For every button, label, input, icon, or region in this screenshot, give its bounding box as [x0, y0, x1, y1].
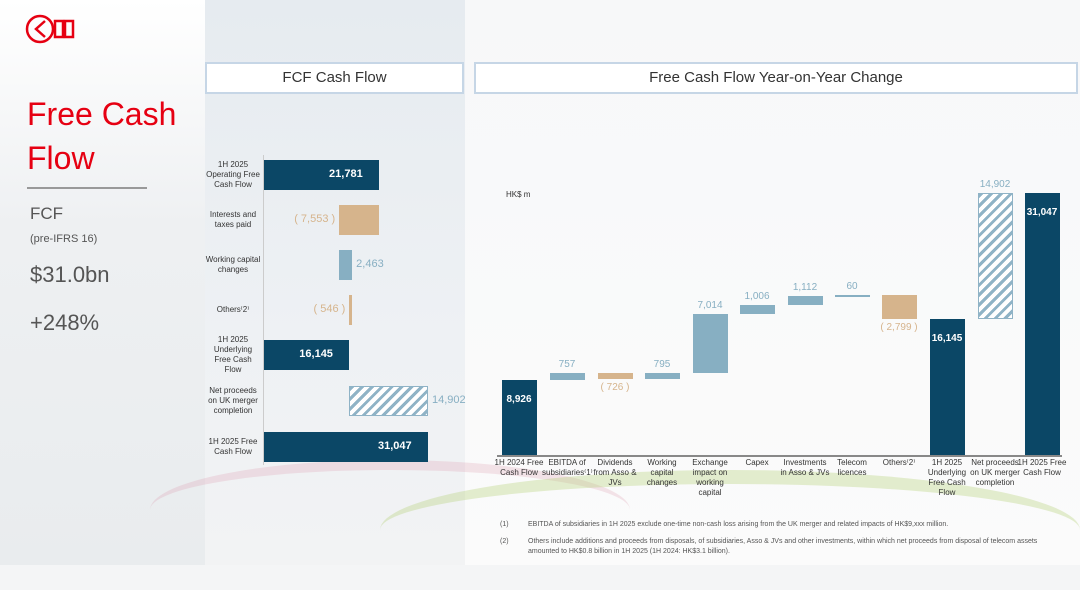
- bar-decrease: [349, 295, 353, 325]
- waterfall-value-label: 16,145: [931, 332, 963, 344]
- value-label: 2,463: [356, 258, 384, 270]
- category-label: Interests and taxes paid: [209, 210, 257, 229]
- waterfall-value-label: 1,112: [792, 281, 818, 293]
- value-label: ( 7,553 ): [294, 213, 336, 225]
- bar-total: [264, 160, 380, 190]
- category-label: 1H 2025 Free Cash Flow: [208, 437, 258, 456]
- waterfall-bar-total: [501, 379, 537, 455]
- left-chart-header: FCF Cash Flow: [205, 62, 464, 94]
- kpi-label: FCF: [30, 204, 64, 223]
- left-chart-axis: [263, 155, 264, 465]
- waterfall-value-label: 8,926: [506, 393, 532, 405]
- waterfall-category-label: Exchange impact on working capital: [692, 458, 728, 497]
- waterfall-category-label: EBITDA of subsidiaries⁽1⁾: [542, 458, 593, 477]
- waterfall-value-label: 7,014: [697, 299, 723, 311]
- waterfall-value-label: ( 726 ): [600, 382, 630, 394]
- waterfall-bar-increase: [739, 305, 775, 314]
- waterfall-category-label: Dividends from Asso & JVs: [593, 458, 637, 487]
- waterfall-value-label: 1,006: [744, 291, 770, 303]
- category-label: Net proceeds on UK merger completion: [208, 386, 258, 415]
- bar-decrease: [339, 205, 380, 235]
- category-label: Others⁽2⁾: [216, 305, 250, 314]
- waterfall-category-label: Others⁽2⁾: [882, 458, 916, 467]
- waterfall-axis: [497, 455, 1062, 457]
- waterfall-bar-increase: [549, 373, 585, 380]
- footnote-number: (1): [500, 521, 509, 528]
- category-label: Working capital changes: [205, 255, 261, 274]
- kpi-sub: (pre-IFRS 16): [30, 233, 98, 245]
- title-line: Flow: [27, 140, 95, 176]
- unit-label: HK$ m: [506, 190, 531, 199]
- footnote-1: (1) EBITDA of subsidiaries in 1H 2025 ex…: [500, 520, 1060, 532]
- waterfall-value-label: 14,902: [979, 179, 1011, 190]
- footnote-2: (2) Others include additions and proceed…: [500, 537, 1060, 557]
- waterfall-category-label: 1H 2024 Free Cash Flow: [494, 458, 544, 477]
- waterfall-bar-increase: [692, 313, 728, 373]
- category-label: 1H 2025 Underlying Free Cash Flow: [213, 335, 253, 374]
- decorative-arc: [150, 460, 630, 560]
- bar-increase: [339, 250, 353, 280]
- kpi-change: +248%: [30, 310, 100, 335]
- bar-total: [264, 340, 350, 370]
- waterfall-bar-increase: [787, 295, 823, 306]
- waterfall-value-label: 795: [653, 358, 671, 370]
- waterfall-category-label: Net proceeds on UK merger completion: [970, 458, 1020, 487]
- footnote-number: (2): [500, 538, 509, 545]
- bar-total: [264, 432, 428, 462]
- waterfall-category-label: 1H 2025 Underlying Free Cash Flow: [927, 458, 967, 497]
- waterfall-bar-increase: [834, 295, 870, 298]
- waterfall-bar-increase: [644, 372, 680, 380]
- waterfall-value-label: 31,047: [1026, 207, 1058, 218]
- waterfall-bar-total: [929, 318, 965, 455]
- value-label: 31,047: [378, 440, 412, 452]
- waterfall-bar-decrease: [597, 373, 633, 380]
- waterfall-bar-total: [1024, 193, 1060, 455]
- waterfall-value-label: 757: [558, 359, 576, 371]
- waterfall-value-label: ( 2,799 ): [880, 321, 918, 333]
- waterfall-category-label: Working capital changes: [646, 458, 678, 487]
- ckh-logo: [25, 14, 75, 44]
- category-label: 1H 2025 Operating Free Cash Flow: [206, 160, 260, 189]
- waterfall-value-label: 60: [846, 281, 858, 293]
- waterfall-bar-hatched: [977, 193, 1013, 319]
- sidebar-background: [0, 0, 205, 565]
- page-title: Free Cash Flow: [27, 92, 176, 180]
- value-label: 14,902: [432, 394, 466, 406]
- bar-hatched: [349, 386, 428, 416]
- footnote-text: EBITDA of subsidiaries in 1H 2025 exclud…: [528, 521, 949, 528]
- footnote-text: Others include additions and proceeds fr…: [528, 538, 1038, 555]
- kpi-value: $31.0bn: [30, 262, 110, 287]
- value-label: 21,781: [329, 168, 363, 180]
- waterfall-category-label: Investments in Asso & JVs: [780, 458, 830, 477]
- waterfall-bar-decrease: [881, 295, 917, 319]
- waterfall-category-label: Capex: [745, 458, 769, 467]
- value-label: ( 546 ): [313, 303, 346, 315]
- title-line: Free Cash: [27, 96, 177, 132]
- value-label: 16,145: [299, 348, 333, 360]
- waterfall-category-label: Telecom licences: [837, 458, 867, 477]
- right-chart-header: Free Cash Flow Year-on-Year Change: [474, 62, 1078, 94]
- waterfall-category-label: 1H 2025 Free Cash Flow: [1017, 458, 1067, 477]
- divider: [27, 187, 147, 189]
